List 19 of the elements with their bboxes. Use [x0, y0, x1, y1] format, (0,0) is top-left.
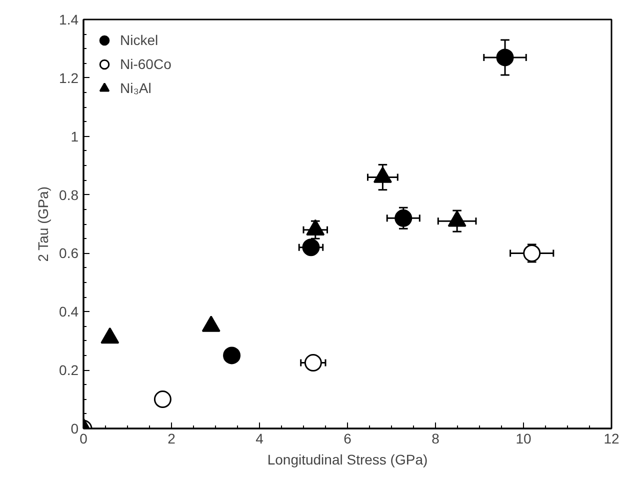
- y-tick-label: 0.4: [59, 304, 79, 320]
- y-tick-label: 1.4: [59, 12, 79, 28]
- x-tick-label: 4: [256, 430, 264, 446]
- y-tick-label: 0: [70, 420, 79, 436]
- y-tick-label: 0.8: [59, 186, 79, 203]
- x-tick-label: 6: [344, 430, 352, 446]
- y-axis-title: 2 Tau (GPa): [35, 186, 52, 262]
- legend-label: Nickel: [120, 32, 158, 48]
- legend-label: Ni-60Co: [120, 56, 172, 72]
- y-tick-label: 0.2: [59, 362, 79, 378]
- x-tick-label: 10: [516, 430, 532, 446]
- legend-label: Ni₃Al: [120, 80, 152, 96]
- y-tick-label: 0.6: [59, 245, 79, 262]
- x-axis-title: Longitudinal Stress (GPa): [267, 452, 428, 468]
- x-tick-label: 8: [432, 430, 440, 446]
- y-tick-label: 1: [70, 128, 79, 144]
- x-tick-label: 12: [604, 430, 620, 446]
- y-tick-label: 1.2: [59, 70, 79, 86]
- x-tick-label: 2: [168, 430, 176, 446]
